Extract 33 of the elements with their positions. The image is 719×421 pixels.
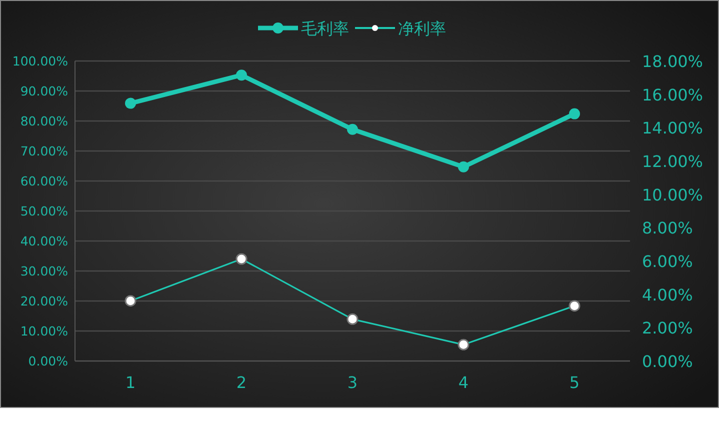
x-tick-label: 3 [347,373,358,392]
point [125,98,136,109]
y-tick-label: 70.00% [20,144,68,158]
y2-tick-label: 0.00% [642,352,693,371]
y-tick-label: 10.00% [20,324,68,338]
y2-tick-label: 6.00% [642,252,693,271]
y-tick-label: 40.00% [20,234,68,248]
y2-tick-label: 18.00% [642,52,704,71]
y2-tick-label: 16.00% [642,85,704,104]
legend-label: 毛利率 [301,19,349,38]
y2-tick-label: 14.00% [642,118,704,138]
x-tick-label: 1 [125,373,136,392]
y2-tick-label: 4.00% [642,285,693,304]
legend-label: 净利率 [398,19,446,38]
x-tick-label: 4 [458,373,469,392]
y2-tick-label: 8.00% [642,218,693,238]
y-tick-label: 60.00% [20,174,68,188]
y2-tick-label: 2.00% [642,318,693,338]
y-tick-label: 90.00% [20,84,68,98]
y-tick-label: 50.00% [20,204,68,218]
y2-tick-label: 12.00% [642,152,704,171]
point [236,70,247,81]
y-tick-label: 20.00% [20,294,68,308]
x-tick-label: 2 [236,373,247,392]
point [458,161,469,172]
point [347,124,358,135]
y-tick-label: 30.00% [20,264,68,278]
x-tick-label: 5 [569,373,580,392]
y-tick-label: 0.00% [28,354,68,368]
y-tick-label: 80.00% [20,114,68,128]
point [569,108,580,120]
y2-tick-label: 10.00% [642,185,704,204]
y-tick-label: 100.00% [12,54,68,68]
